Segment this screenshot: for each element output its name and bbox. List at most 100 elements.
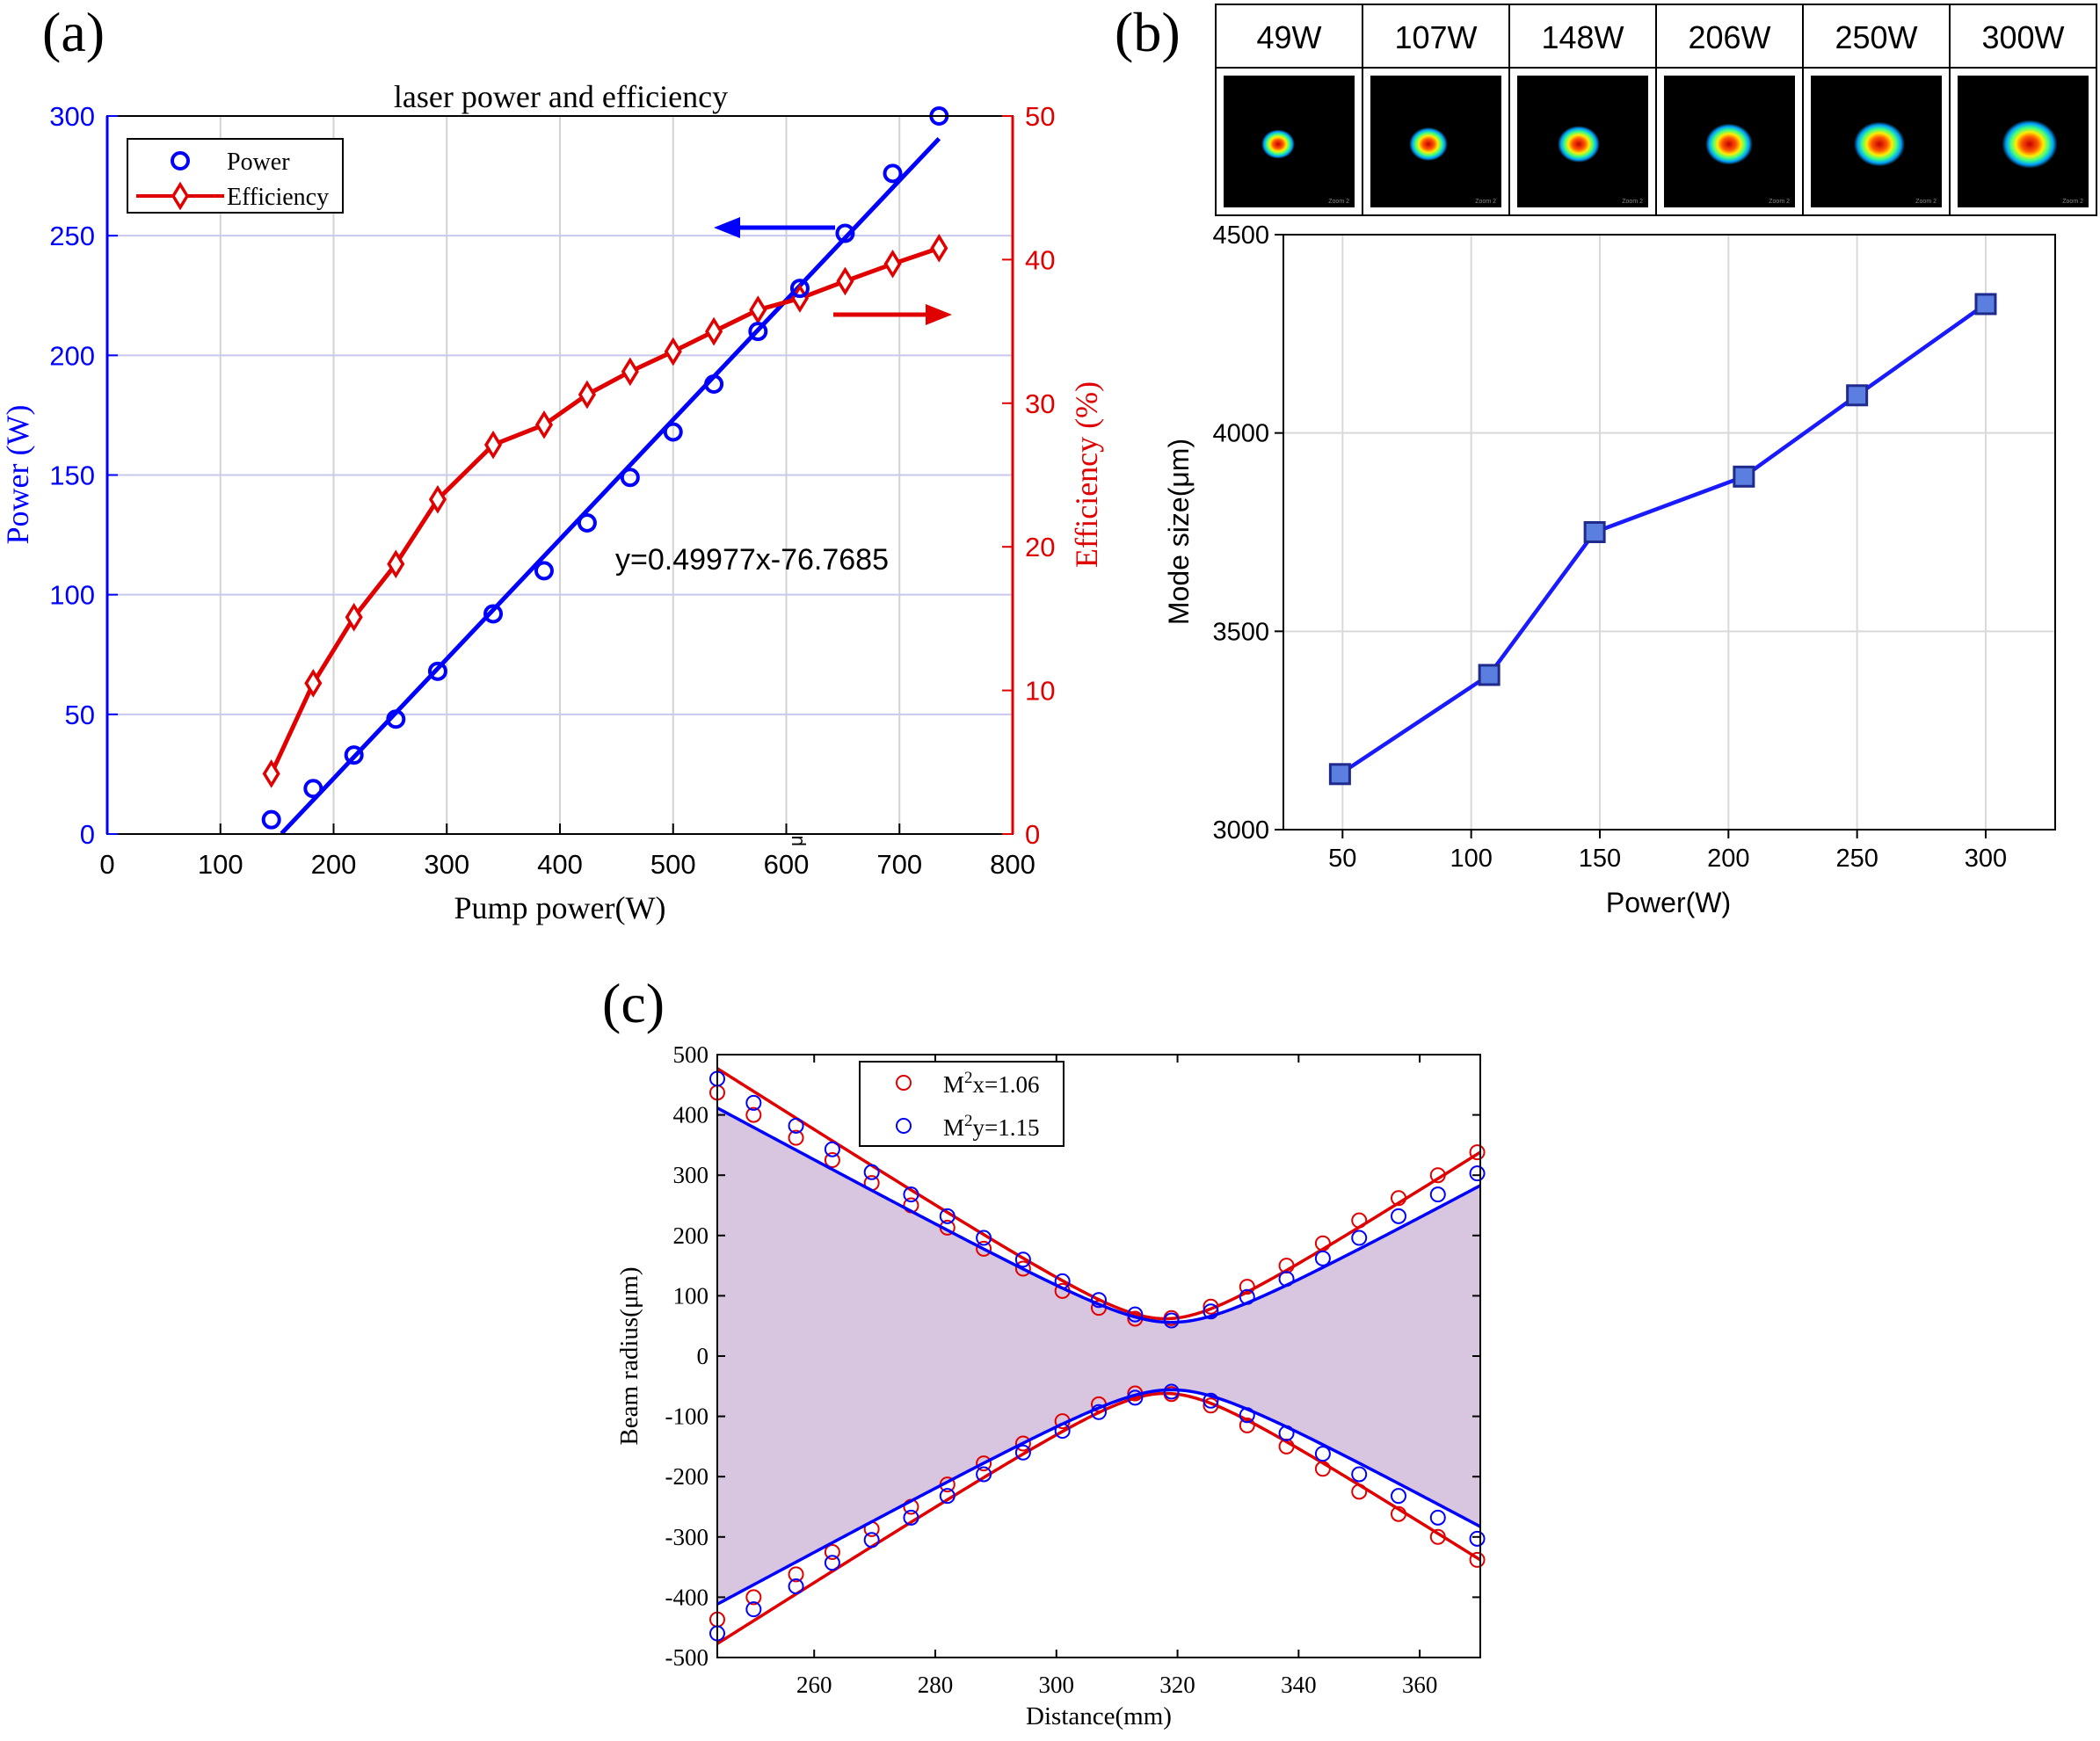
beam-zoom-note: Zoom 2: [1622, 199, 1643, 205]
m2y-point: [1314, 1446, 1331, 1462]
y-left-tick-label: 0: [80, 819, 95, 850]
m2y-point: [1203, 1303, 1219, 1320]
chart-b-series-layer: [1328, 293, 1997, 786]
beam-zoom-note: Zoom 2: [1769, 199, 1790, 205]
chart-c-fill-layer: [717, 1107, 1480, 1605]
x-tick-label: 200: [1707, 845, 1749, 873]
m2x-point: [976, 1240, 992, 1257]
mode-size-line: [1339, 302, 1987, 776]
efficiency-point: [534, 410, 554, 439]
chart-a-legend: Power Efficiency: [127, 138, 344, 214]
mode-size-point: [1583, 521, 1606, 543]
power-axis-arrow: [714, 217, 835, 238]
m2y-point: [1163, 1383, 1180, 1400]
x-tick-label: 50: [1328, 845, 1356, 873]
chart-a-xlabel: Pump power(W): [454, 890, 666, 925]
x-tick-label: 300: [1965, 845, 2007, 873]
power-point: [483, 604, 504, 624]
beam-spot: [1409, 127, 1448, 162]
legend-m2y-marker: [896, 1118, 912, 1134]
m2x-point: [1203, 1298, 1219, 1315]
m2x-point: [745, 1589, 762, 1606]
m2y-point: [1239, 1407, 1255, 1424]
y-left-tick-label: 100: [49, 580, 95, 611]
power-point: [261, 809, 281, 830]
m2y-point: [939, 1208, 956, 1224]
chart-c-axes: 260 280 300 320 340 360 -500 -400 -300 -200 -100 0 1…: [665, 1041, 1480, 1698]
m2y-point: [939, 1488, 956, 1505]
chart-b-grid: [1283, 235, 2055, 830]
m2y-point: [1429, 1186, 1446, 1203]
m2y-point: [788, 1117, 804, 1134]
m2x-point: [1351, 1212, 1368, 1229]
m2y-point: [1429, 1509, 1446, 1526]
chart-a-series-layer: [261, 106, 949, 830]
efficiency-point: [304, 669, 323, 698]
m2x-point: [1014, 1435, 1031, 1452]
m2x-point: [1429, 1528, 1446, 1545]
power-point: [835, 223, 855, 243]
m2y-point: [1091, 1404, 1107, 1420]
beam-spot: [1854, 121, 1905, 167]
y-tick-label: 3000: [1212, 816, 1269, 845]
m2x-point: [1314, 1235, 1331, 1251]
m2y-point: [1391, 1208, 1406, 1224]
m2y-point: [1278, 1425, 1295, 1441]
power-point: [620, 468, 640, 488]
power-point: [427, 661, 447, 681]
m2x-point: [1429, 1167, 1446, 1184]
y-tick-label: 500: [673, 1041, 709, 1068]
legend-efficiency-marker: [171, 181, 190, 211]
x-tick-label: 340: [1281, 1672, 1317, 1698]
y-left-tick-label: 250: [49, 221, 95, 251]
y-left-tick-label: 50: [65, 700, 95, 730]
efficiency-point: [262, 759, 280, 788]
beam-zoom-note: Zoom 2: [2062, 199, 2083, 205]
m2y-point: [1054, 1423, 1071, 1440]
y-tick-label: -300: [665, 1524, 709, 1550]
x-tick-label: 500: [650, 849, 696, 880]
m2y-point: [976, 1466, 992, 1483]
m2x-point: [1239, 1279, 1255, 1295]
m2x-point: [824, 1152, 840, 1169]
beam-profile-label: 107W: [1394, 19, 1477, 55]
mode-size-point: [1328, 763, 1351, 786]
y-tick-label: 400: [673, 1102, 709, 1128]
x-tick-label: 400: [537, 849, 583, 880]
chart-b-xlabel: Power(W): [1606, 887, 1731, 918]
x-tick-label: 260: [796, 1672, 832, 1698]
m2y-point: [863, 1164, 880, 1180]
mode-size-point: [1974, 293, 1997, 316]
x-tick-label: 300: [424, 849, 469, 880]
m2y-point: [745, 1601, 762, 1618]
m2y-point: [824, 1555, 840, 1571]
legend-power-marker: [171, 151, 190, 170]
m2x-point: [745, 1106, 762, 1123]
power-point: [534, 561, 554, 581]
mode-size-point: [1478, 664, 1501, 686]
panel-c-chart: 260 280 300 320 340 360 -500 -400 -300 -200 -100 0 1…: [615, 1041, 1486, 1730]
mode-size-point: [1733, 465, 1755, 488]
x-tick-label: 150: [1579, 845, 1621, 873]
m2x-point: [1203, 1397, 1219, 1414]
efficiency-point: [705, 316, 723, 346]
x-tick-label: 200: [311, 849, 357, 880]
mode-size-point: [1846, 384, 1869, 407]
efficiency-point: [883, 249, 902, 279]
x-tick-label: 280: [918, 1672, 954, 1698]
y-tick-label: 100: [673, 1282, 709, 1309]
m2y-point: [1391, 1488, 1406, 1505]
power-point: [303, 779, 323, 799]
m2x-point: [824, 1543, 840, 1560]
chart-c-legend: M2x=1.06 M2y=1.15: [859, 1061, 1065, 1147]
m2x-point: [1469, 1551, 1486, 1568]
m2x-fit-curve: [716, 1067, 1481, 1321]
x-tick-label: 0: [99, 849, 114, 880]
m2y-point: [1351, 1466, 1368, 1483]
m2x-point: [1391, 1190, 1406, 1207]
y-right-tick-label: 30: [1025, 388, 1055, 419]
beam-spot: [2002, 120, 2058, 169]
chart-a-stray-label: μ: [785, 835, 807, 846]
beam-profile-label: 148W: [1541, 19, 1624, 55]
chart-a-grid: [106, 115, 1014, 835]
